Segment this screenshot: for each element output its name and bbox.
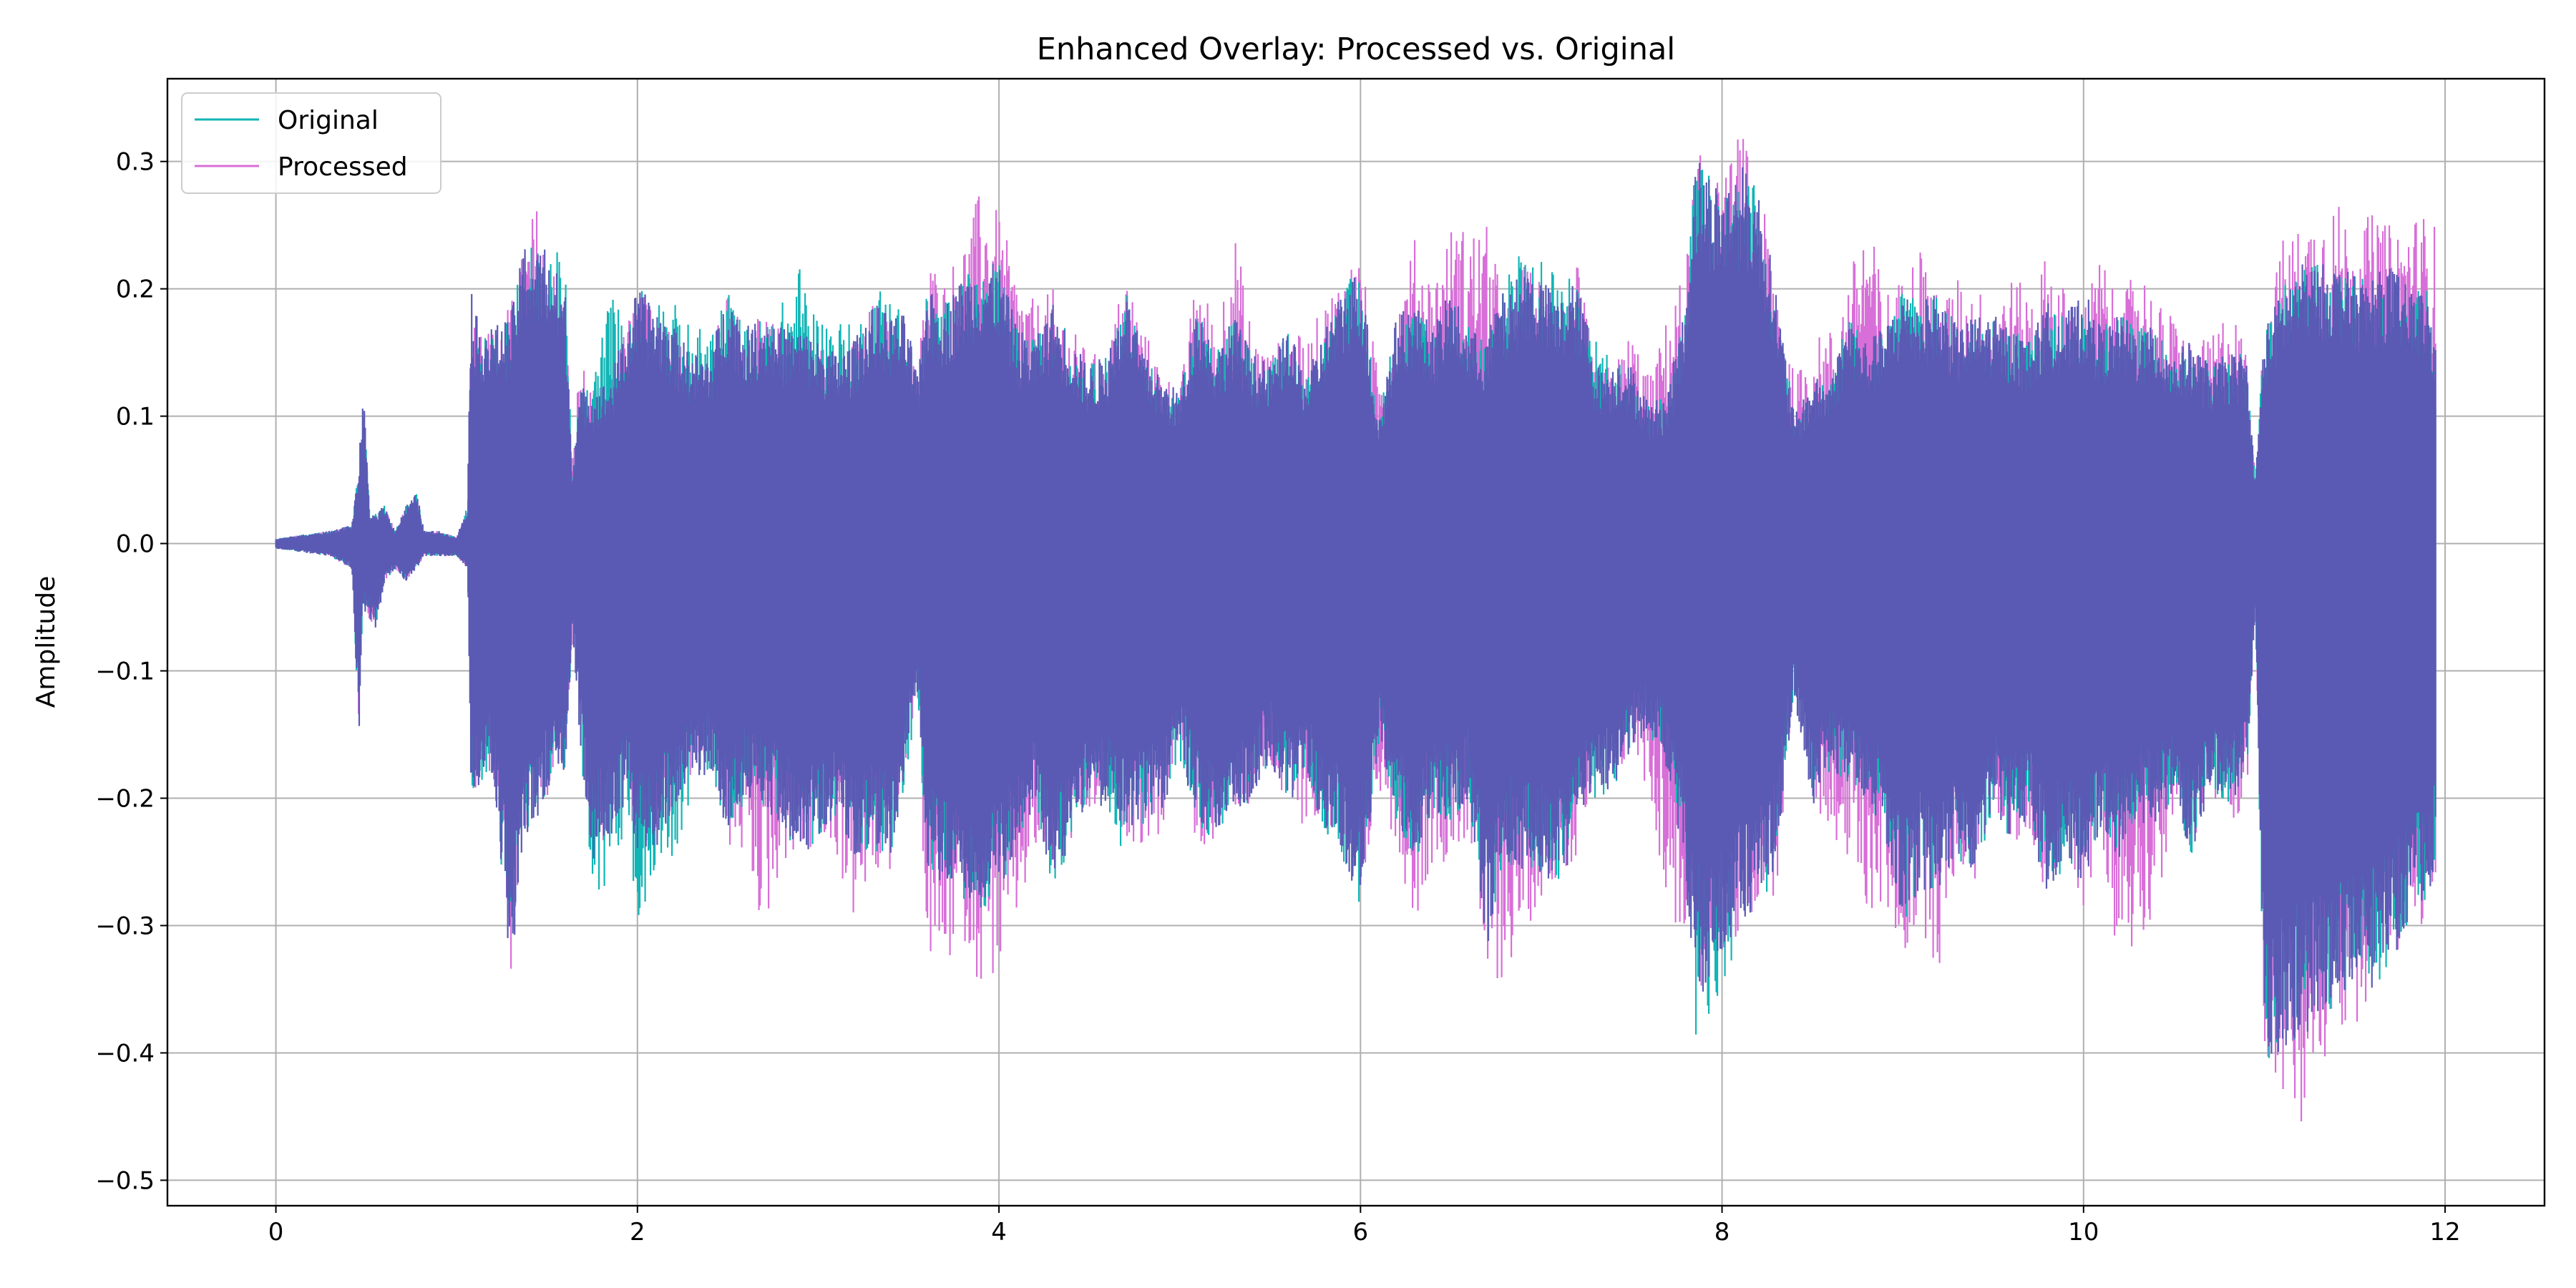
y-tick-label: 0.3 — [116, 148, 155, 177]
x-tick-label: 2 — [630, 1218, 645, 1246]
x-tick-label: 0 — [268, 1218, 284, 1246]
series-overlap-band — [275, 162, 2436, 1054]
x-tick-label: 6 — [1352, 1218, 1368, 1246]
x-tick-label: 4 — [991, 1218, 1007, 1246]
legend-label-processed: Processed — [278, 152, 408, 182]
chart-title: Enhanced Overlay: Processed vs. Original — [1037, 31, 1676, 67]
y-tick-label: −0.2 — [95, 785, 155, 814]
y-tick-label: 0.1 — [116, 403, 155, 431]
ticks: 0 2 4 6 8 10 12 0.3 0.2 0.1 0.0 −0.1 −0.2 −0.3 −0.4 −0.… — [95, 148, 2460, 1246]
legend: Original Processed — [181, 92, 441, 194]
x-tick-label: 12 — [2429, 1218, 2460, 1246]
legend-box — [181, 92, 441, 194]
y-tick-label: −0.4 — [95, 1039, 155, 1068]
x-tick-label: 8 — [1714, 1218, 1730, 1246]
y-tick-label: −0.3 — [95, 912, 155, 940]
y-tick-label: −0.1 — [95, 658, 155, 686]
y-axis-title: Amplitude — [31, 576, 61, 708]
legend-label-original: Original — [278, 106, 379, 135]
y-tick-label: 0.0 — [116, 530, 155, 559]
plot-frame — [166, 77, 2546, 1207]
x-tick-label: 10 — [2068, 1218, 2099, 1246]
y-tick-label: −0.5 — [95, 1166, 155, 1195]
y-tick-label: 0.2 — [116, 275, 155, 304]
data-layer — [275, 139, 2436, 1121]
